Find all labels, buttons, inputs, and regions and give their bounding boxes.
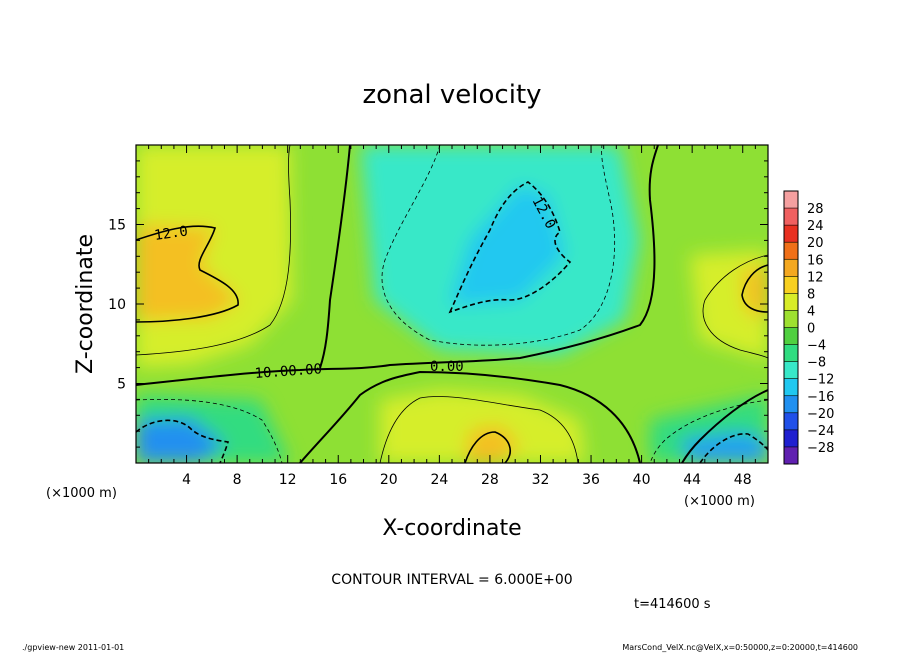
- colorbar-label: −16: [807, 390, 834, 405]
- colorbar-label: −24: [807, 424, 834, 439]
- x-axis-ticks: 4 8 12 16 20 24 28 32 36 40 44 48: [148, 145, 756, 488]
- colorbar-swatch: [784, 293, 798, 311]
- colorbar-label: 16: [807, 253, 824, 268]
- x-tick-label: 8: [233, 472, 242, 488]
- colorbar-swatch: [784, 225, 798, 243]
- x-tick-label: 48: [734, 472, 752, 488]
- x-tick-label: 44: [683, 472, 701, 488]
- colorbar-labels: 28 24 20 16 12 8 4 0 −4 −8 −12 −16 −20 −24 −28: [784, 202, 834, 456]
- z-tick-label: 5: [117, 377, 126, 393]
- contour-zero-right: [681, 389, 768, 463]
- field-region-left-orange: [136, 225, 240, 320]
- colorbar-swatch: [784, 191, 798, 209]
- plot-area: [136, 145, 768, 463]
- contour-neg12-center: [448, 181, 572, 314]
- contour-neg6-bottomright: [649, 399, 768, 463]
- colorbar-swatch: [784, 429, 798, 448]
- colorbar: [783, 190, 799, 465]
- contour-interval-text: CONTOUR INTERVAL = 6.000E+00: [331, 572, 572, 588]
- colorbar-label: 0: [807, 322, 815, 337]
- colorbar-swatch: [784, 310, 798, 328]
- contour-pos6-left: [136, 145, 292, 356]
- contour-label: 12.0: [153, 223, 189, 244]
- colorbar-label: 20: [807, 236, 824, 251]
- contour-zero-bottom: [299, 370, 641, 463]
- colorbar-swatch: [784, 276, 798, 294]
- contour-zero-left: [319, 145, 351, 369]
- colorbar-label: −4: [807, 339, 826, 354]
- contour-label: 10.00.00: [254, 361, 322, 382]
- x-tick-label: 32: [532, 472, 550, 488]
- contour-neg6-bottomleft: [136, 398, 283, 463]
- z-tick-label: 10: [108, 297, 126, 313]
- colorbar-label: −20: [807, 407, 834, 422]
- contour-label: 0.00: [430, 359, 464, 375]
- colorbar-swatch: [784, 208, 798, 226]
- contour-pos6-bottom: [379, 396, 579, 463]
- footer-left: ./gpview-new 2011-01-01: [22, 643, 124, 652]
- x-tick-label: 28: [481, 472, 499, 488]
- colorbar-label: 24: [807, 219, 824, 234]
- colorbar-swatch: [784, 446, 798, 465]
- contour-neg6-center: [381, 145, 615, 346]
- colorbar-swatch: [784, 378, 798, 397]
- contour-pos6-right: [702, 254, 768, 359]
- contour-lines: [136, 145, 768, 463]
- colorbar-label: 4: [807, 304, 815, 319]
- colorbar-swatch: [784, 412, 798, 431]
- x-tick-label: 40: [633, 472, 651, 488]
- colorbar-label: −28: [807, 441, 834, 456]
- colorbar-label: −12: [807, 373, 834, 388]
- chart-title: zonal velocity: [362, 80, 541, 110]
- colorbar-swatch: [784, 395, 798, 414]
- field-region-bottom-right-core: [680, 432, 768, 463]
- x-tick-label: 36: [582, 472, 600, 488]
- colorbar-swatch: [784, 361, 798, 380]
- x-tick-label: 24: [430, 472, 448, 488]
- x-tick-label: 4: [182, 472, 191, 488]
- z-tick-label: 15: [108, 218, 126, 234]
- colorbar-swatch: [784, 242, 798, 260]
- x-unit-label: (×1000 m): [684, 494, 755, 509]
- time-text: t=414600 s: [634, 597, 711, 612]
- colorbar-label: 8: [807, 287, 815, 302]
- contour-pos12-bottom: [464, 431, 511, 463]
- colorbar-label: −8: [807, 356, 826, 371]
- z-axis-ticks: 5 10 15: [108, 160, 768, 448]
- contour-neg12-bottomright: [699, 433, 768, 463]
- colorbar-label: 12: [807, 270, 824, 285]
- footer-right: MarsCond_VelX.nc@VelX,x=0:50000,z=0:2000…: [622, 643, 858, 652]
- field-region-center-core: [450, 185, 565, 305]
- field-region-bottom-orange: [465, 425, 520, 463]
- colorbar-swatch: [784, 344, 798, 363]
- field-region-bottom-warm: [380, 390, 585, 463]
- x-tick-label: 20: [380, 472, 398, 488]
- x-tick-label: 16: [329, 472, 347, 488]
- contour-pos12-left: [136, 225, 239, 323]
- field-region-bottom-left-core: [136, 418, 225, 463]
- colorbar-swatch: [784, 327, 798, 346]
- contour-zero-main: [136, 145, 659, 386]
- colorbar-swatch: [784, 259, 798, 277]
- contour-pos12-right: [741, 264, 768, 313]
- contour-neg12-bottomleft: [136, 419, 230, 463]
- x-tick-label: 12: [279, 472, 297, 488]
- z-axis-title: Z-coordinate: [73, 234, 98, 374]
- z-unit-label: (×1000 m): [46, 486, 117, 501]
- x-axis-title: X-coordinate: [382, 516, 521, 541]
- colorbar-label: 28: [807, 202, 824, 217]
